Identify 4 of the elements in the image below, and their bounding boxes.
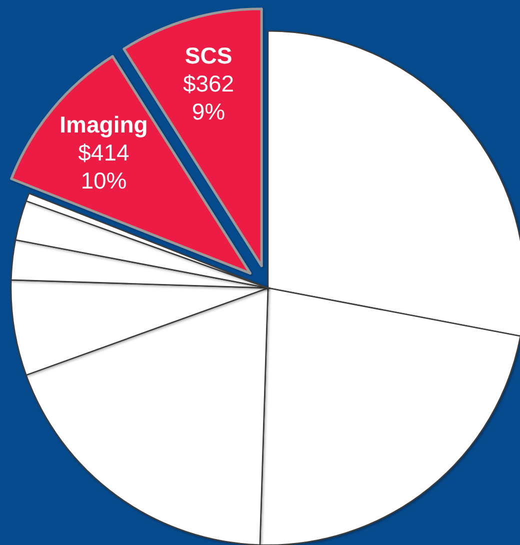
data-label: $414 10%	[78, 139, 130, 194]
slice-label: Imaging	[60, 111, 148, 138]
data-label: $362 9%	[182, 70, 234, 125]
slice-label: SCS	[184, 42, 232, 69]
